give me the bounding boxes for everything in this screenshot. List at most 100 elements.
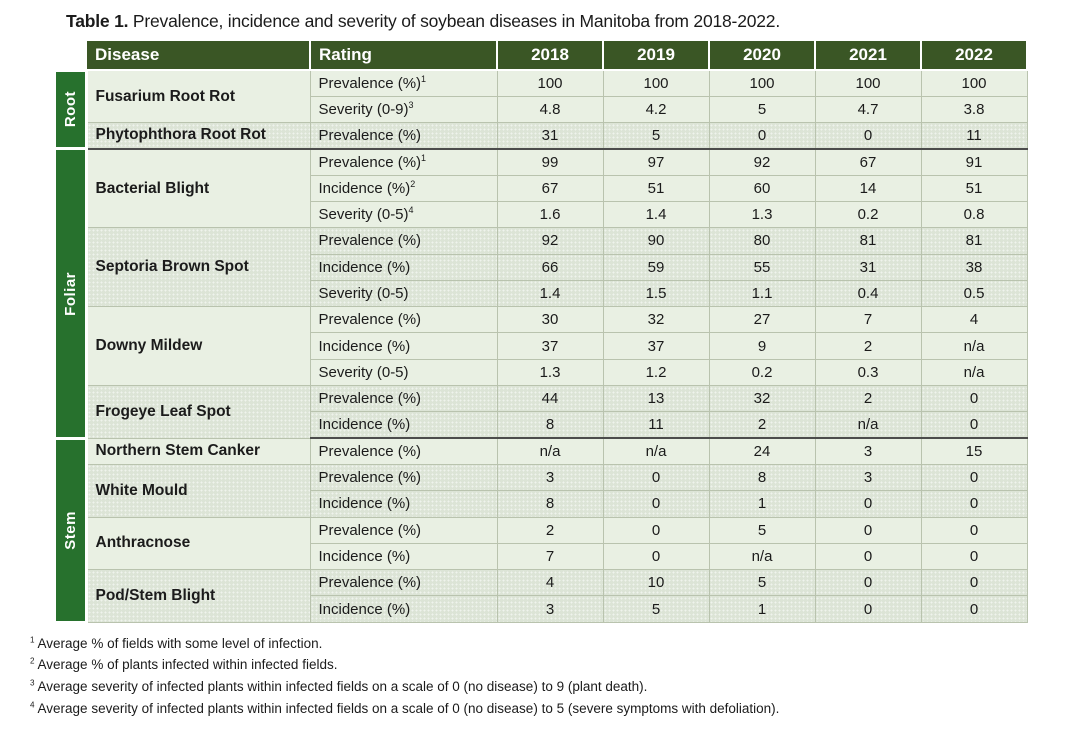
- rating-footnote-marker: 3: [408, 99, 414, 110]
- value-cell: 60: [708, 174, 816, 202]
- footnote-marker: 1: [30, 635, 35, 645]
- disease-cell: Anthracnose: [85, 516, 311, 571]
- value-cell: 5: [708, 569, 816, 597]
- rating-cell: Prevalence (%): [309, 463, 498, 492]
- value-cell: 0: [602, 463, 710, 492]
- value-cell: 24: [708, 437, 816, 465]
- rating-cell: Incidence (%): [309, 542, 498, 571]
- value-cell: 2: [814, 385, 922, 413]
- corner-spacer: [56, 40, 86, 70]
- value-cell: 44: [496, 385, 604, 413]
- value-cell: 0: [920, 569, 1028, 597]
- rating-footnote-marker: 1: [421, 73, 427, 84]
- value-cell: 15: [920, 437, 1028, 465]
- rating-label: Prevalence (%): [318, 574, 422, 592]
- value-cell: 0: [920, 385, 1028, 413]
- table-row: Incidence (%) 3 5 1 0 0: [56, 595, 1028, 623]
- value-cell: 100: [920, 69, 1028, 97]
- rating-cell: Prevalence (%): [309, 227, 498, 255]
- value-cell: 0: [920, 516, 1028, 544]
- value-cell: 5: [708, 95, 816, 124]
- value-cell: 81: [920, 227, 1028, 255]
- value-cell: 8: [708, 463, 816, 492]
- table-row: Pod/Stem Blight Prevalence (%) 4 10 5 0 0: [56, 569, 1028, 623]
- disease-cell: Downy Mildew: [85, 306, 311, 387]
- value-cell: n/a: [496, 437, 604, 465]
- footnote-text: Average severity of infected plants with…: [37, 678, 648, 694]
- table-number-label: Table 1.: [66, 11, 129, 31]
- rating-footnote-marker: 4: [408, 205, 414, 216]
- value-cell: 7: [814, 306, 922, 334]
- value-cell: 92: [708, 148, 816, 176]
- value-cell: n/a: [920, 332, 1028, 360]
- rating-label: Severity (0-5): [318, 206, 409, 224]
- value-cell: n/a: [602, 437, 710, 465]
- table-caption-text: Prevalence, incidence and severity of so…: [128, 11, 780, 31]
- value-cell: 7: [496, 542, 604, 571]
- value-cell: 2: [708, 411, 816, 440]
- value-cell: 4.8: [496, 95, 604, 124]
- value-cell: 92: [496, 227, 604, 255]
- value-cell: 1.1: [708, 279, 816, 308]
- rating-label: Prevalence (%): [318, 521, 422, 539]
- rating-label: Prevalence (%): [318, 74, 422, 92]
- value-cell: 0: [920, 542, 1028, 571]
- value-cell: 2: [496, 516, 604, 544]
- table-row: Incidence (%)2 67 51 60 14 51: [56, 174, 1028, 202]
- value-cell: 55: [708, 253, 816, 281]
- value-cell: 0: [814, 490, 922, 518]
- value-cell: 0: [708, 122, 816, 150]
- rating-label: Incidence (%): [318, 416, 411, 434]
- value-cell: 4.2: [602, 95, 710, 124]
- value-cell: 5: [602, 122, 710, 150]
- value-cell: 4: [496, 569, 604, 597]
- rating-footnote-marker: 1: [421, 152, 427, 163]
- rating-footnote-marker: 2: [410, 178, 416, 189]
- table-row: Phytophthora Root Rot Prevalence (%) 31 5 0 0…: [56, 122, 1028, 150]
- value-cell: n/a: [920, 358, 1028, 387]
- footnote-text: Average % of fields with some level of i…: [37, 635, 323, 651]
- disease-cell: Septoria Brown Spot: [85, 227, 311, 308]
- value-cell: 97: [602, 148, 710, 176]
- value-cell: 100: [602, 69, 710, 97]
- rating-cell: Severity (0-5)4: [309, 200, 498, 229]
- rating-cell: Prevalence (%): [309, 516, 498, 544]
- value-cell: 37: [496, 332, 604, 360]
- table-row: Anthracnose Prevalence (%) 2 0 5 0 0: [56, 516, 1028, 571]
- rating-label: Severity (0-9): [318, 100, 409, 118]
- column-header-rating: Rating: [309, 39, 498, 71]
- value-cell: 0: [920, 463, 1028, 492]
- table-row: Incidence (%) 37 37 9 2 n/a: [56, 332, 1028, 360]
- value-cell: 1.4: [496, 279, 604, 308]
- rating-label: Prevalence (%): [318, 232, 422, 250]
- value-cell: 51: [602, 174, 710, 202]
- value-cell: 0: [602, 516, 710, 544]
- rating-cell: Incidence (%): [309, 411, 498, 440]
- table-row: White Mould Prevalence (%) 3 0 8 3 0: [56, 463, 1028, 518]
- value-cell: 14: [814, 174, 922, 202]
- value-cell: 90: [602, 227, 710, 255]
- section-label: Root: [61, 91, 79, 128]
- rating-cell: Incidence (%): [309, 253, 498, 281]
- rating-label: Incidence (%): [318, 258, 411, 276]
- rating-cell: Incidence (%)2: [309, 174, 498, 202]
- rating-label: Prevalence (%): [318, 390, 422, 408]
- footnote-4: 4 Average severity of infected plants wi…: [30, 698, 1081, 720]
- value-cell: 0: [814, 542, 922, 571]
- disease-table-container: Disease Rating 2018 2019 2020 2021 2022 …: [56, 39, 1081, 624]
- value-cell: 0.4: [814, 279, 922, 308]
- footnote-1: 1 Average % of fields with some level of…: [30, 633, 1081, 655]
- value-cell: 31: [496, 122, 604, 150]
- footnote-marker: 4: [30, 700, 35, 710]
- disease-cell: Northern Stem Canker: [85, 437, 311, 465]
- value-cell: 4: [920, 306, 1028, 334]
- value-cell: 0.5: [920, 279, 1028, 308]
- rating-cell: Prevalence (%)1: [309, 69, 498, 97]
- value-cell: 0: [814, 569, 922, 597]
- value-cell: 99: [496, 148, 604, 176]
- section-label: Stem: [61, 510, 79, 550]
- value-cell: 0.2: [814, 200, 922, 229]
- rating-label: Prevalence (%): [318, 443, 422, 461]
- value-cell: 1.3: [708, 200, 816, 229]
- footnote-3: 3 Average severity of infected plants wi…: [30, 676, 1081, 698]
